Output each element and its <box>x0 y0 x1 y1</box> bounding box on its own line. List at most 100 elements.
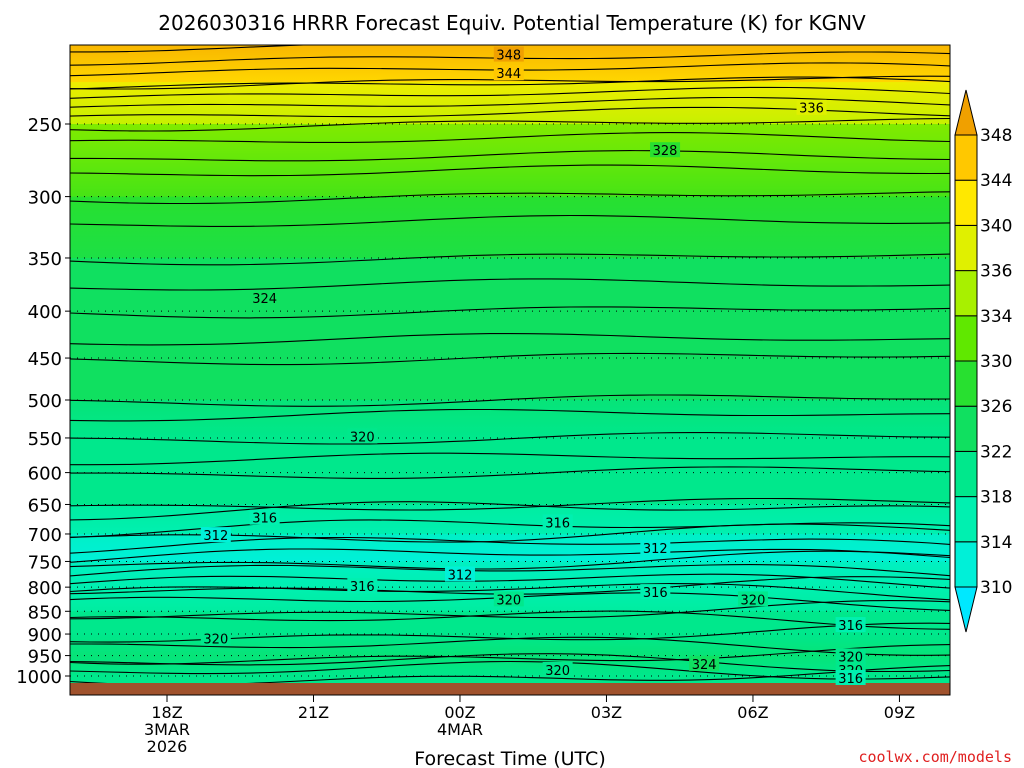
x-tick-label: 06Z <box>737 703 768 722</box>
contour-label: 316 <box>838 672 863 687</box>
contour-line <box>70 408 950 422</box>
colorbar-segment <box>954 496 978 543</box>
colorbar-label: 340 <box>980 216 1012 236</box>
chart-title: 2026030316 HRRR Forecast Equiv. Potentia… <box>158 11 866 35</box>
colorbar-label: 334 <box>980 307 1012 327</box>
contour-line <box>70 96 950 108</box>
contour-label: 324 <box>692 658 717 673</box>
contour-label-bg <box>542 661 573 677</box>
watermark: coolwx.com/models <box>858 748 1012 766</box>
y-tick-label: 950 <box>28 647 62 668</box>
contour-labels: 348 344 336 328 324 320 316 316 312 312 312 316 316 3… <box>200 46 866 687</box>
contour-label-bg <box>640 584 671 600</box>
y-tick-label: 250 <box>28 115 62 136</box>
y-tick-label: 450 <box>28 349 62 370</box>
contour-label-bg <box>493 65 524 81</box>
contour-label: 328 <box>653 144 678 159</box>
colorbar-label: 322 <box>980 442 1012 462</box>
contour-line <box>70 548 950 563</box>
contour-line <box>70 278 950 291</box>
y-tick-label: 300 <box>28 188 62 209</box>
contour-line <box>70 86 950 99</box>
color-band <box>70 611 950 635</box>
colorbar-high-arrow <box>954 89 978 136</box>
x-tick-label: 3MAR <box>144 720 190 739</box>
color-band <box>70 472 950 505</box>
colorbar-label: 314 <box>980 533 1012 553</box>
contour-line <box>70 164 950 177</box>
contour-line <box>70 501 950 521</box>
y-tick-label: 650 <box>28 495 62 516</box>
colorbar-segment <box>954 270 978 317</box>
plot-area: 348 344 336 328 324 320 316 316 312 312 312 316 316 3… <box>70 45 950 695</box>
contour-line <box>70 536 950 554</box>
ground-surface <box>70 683 950 695</box>
contour-label-bg <box>542 514 573 530</box>
contour-label-bg <box>835 648 866 664</box>
contour-line <box>70 352 950 366</box>
y-tick-label: 550 <box>28 429 62 450</box>
colorbar-label: 336 <box>980 262 1012 282</box>
y-tick-label: 800 <box>28 578 62 599</box>
x-axis-label: Forecast Time (UTC) <box>414 748 605 768</box>
colorbar-segment <box>954 405 978 452</box>
contour-label: 316 <box>350 580 375 595</box>
contour-line <box>70 644 950 665</box>
colorbar-segment <box>954 315 978 362</box>
contour-line <box>70 306 950 319</box>
contour-line <box>70 636 950 656</box>
y-tick-label: 1000 <box>16 667 62 688</box>
x-tick-label: 03Z <box>591 703 622 722</box>
contour-label-bg <box>737 591 768 607</box>
colorbar-label: 310 <box>980 578 1012 598</box>
contour-label-bg <box>200 527 231 543</box>
contour-line <box>70 191 950 205</box>
color-band <box>70 311 950 359</box>
plot-frame <box>69 44 951 696</box>
contour-label-bg <box>835 617 866 633</box>
contour-label: 320 <box>203 632 228 647</box>
color-band <box>70 437 950 473</box>
contour-label-bg <box>249 509 280 525</box>
contour-label-bg <box>493 46 524 62</box>
contour-label-bg <box>249 289 280 305</box>
contour-label: 316 <box>252 512 277 527</box>
y-tick-label: 500 <box>28 391 62 412</box>
contour-label-bg <box>835 669 866 685</box>
contour-line <box>70 583 950 601</box>
contour-label: 316 <box>545 516 570 531</box>
x-tick-label: 21Z <box>298 703 329 722</box>
contour-label: 320 <box>350 431 375 446</box>
contour-label: 316 <box>838 619 863 634</box>
contour-line <box>70 394 950 407</box>
contour-line <box>70 150 950 162</box>
colorbar-low-arrow <box>954 586 978 633</box>
contour-label-bg <box>347 428 378 444</box>
contour-label: 320 <box>496 593 521 608</box>
colorbar-label: 326 <box>980 397 1012 417</box>
y-tick-label: 750 <box>28 552 62 573</box>
contour-label: 320 <box>545 664 570 679</box>
contour-label: 320 <box>741 593 766 608</box>
contour-label-bg <box>650 142 681 158</box>
contour-line <box>70 550 950 570</box>
contour-label: 348 <box>496 49 521 64</box>
y-tick-label: 900 <box>28 625 62 646</box>
colorbar-label: 348 <box>980 126 1012 146</box>
colorbar-label: 318 <box>980 488 1012 508</box>
contour-line <box>70 653 950 673</box>
contour-line <box>70 214 950 227</box>
contour-line <box>70 117 950 132</box>
contour-line <box>70 466 950 479</box>
contour-label-bg <box>200 630 231 646</box>
colorbar-segment <box>954 224 978 272</box>
contour-line <box>70 573 950 589</box>
y-axis: 2503003504004505005506006507007508008509… <box>16 115 70 688</box>
contour-label-bg <box>689 655 720 671</box>
contour-line <box>70 497 950 511</box>
color-band <box>70 358 950 400</box>
colorbar-segment <box>954 541 978 588</box>
y-tick-label: 850 <box>28 602 62 623</box>
y-tick-label: 700 <box>28 525 62 546</box>
